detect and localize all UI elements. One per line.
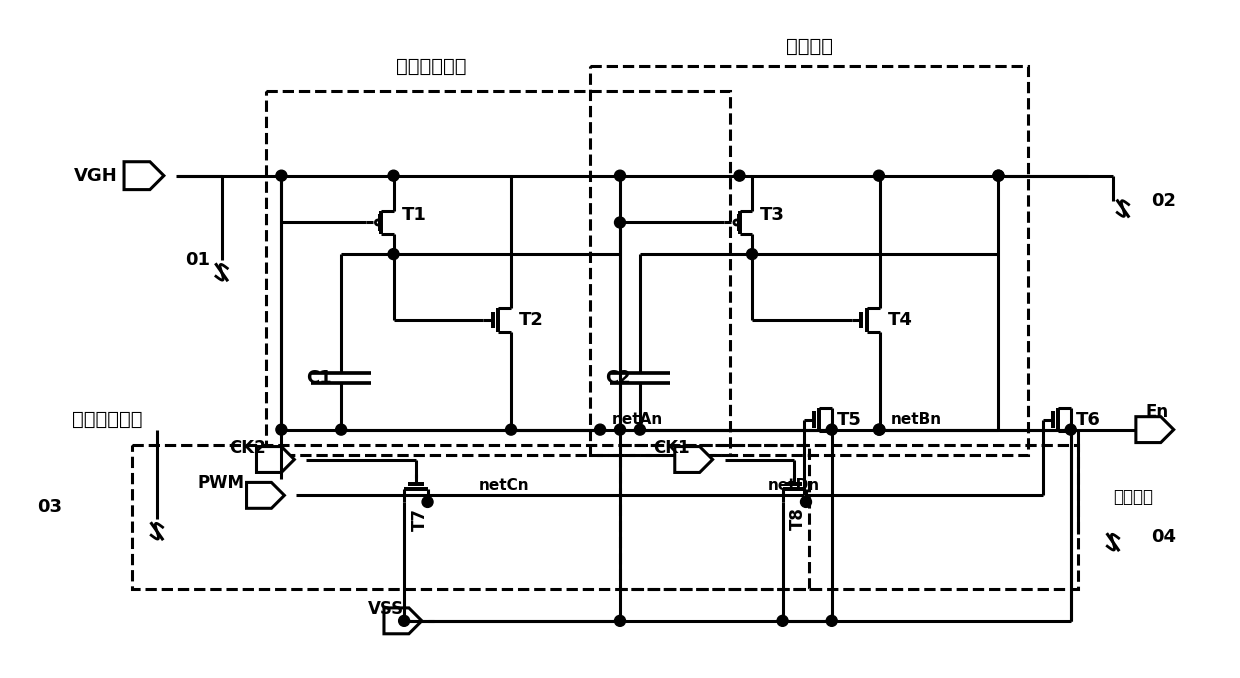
Circle shape <box>873 424 884 435</box>
Text: 下拉模块: 下拉模块 <box>1114 488 1153 506</box>
Text: VSS: VSS <box>368 600 404 618</box>
Circle shape <box>506 424 517 435</box>
Text: netBn: netBn <box>890 412 942 427</box>
Text: 04: 04 <box>1151 528 1176 546</box>
Circle shape <box>595 424 605 435</box>
Text: T6: T6 <box>1076 411 1101 428</box>
Polygon shape <box>257 447 294 473</box>
Text: T4: T4 <box>888 311 913 329</box>
Text: T5: T5 <box>837 411 862 428</box>
Text: 讯号控制模块: 讯号控制模块 <box>72 410 143 429</box>
Bar <box>267 91 729 454</box>
Polygon shape <box>384 608 422 634</box>
Text: T7: T7 <box>410 508 429 530</box>
Circle shape <box>1065 424 1076 435</box>
Circle shape <box>615 217 625 228</box>
Text: netAn: netAn <box>613 412 663 427</box>
Circle shape <box>993 170 1004 181</box>
Text: T2: T2 <box>520 311 544 329</box>
Text: CK1: CK1 <box>653 439 689 456</box>
Text: CK2: CK2 <box>229 439 267 456</box>
Text: 上拉模块: 上拉模块 <box>786 37 833 56</box>
Circle shape <box>734 170 745 181</box>
Text: VGH: VGH <box>74 167 118 184</box>
Circle shape <box>777 616 789 626</box>
Text: En: En <box>1146 403 1169 421</box>
Circle shape <box>336 424 347 435</box>
Text: T1: T1 <box>402 205 427 224</box>
Circle shape <box>615 424 625 435</box>
Text: 03: 03 <box>37 498 62 517</box>
Circle shape <box>826 424 837 435</box>
Circle shape <box>801 496 811 507</box>
Polygon shape <box>675 447 713 473</box>
Circle shape <box>615 616 625 626</box>
Circle shape <box>615 170 625 181</box>
Circle shape <box>826 616 837 626</box>
Polygon shape <box>247 483 284 508</box>
Polygon shape <box>124 162 164 190</box>
Circle shape <box>635 424 645 435</box>
Circle shape <box>277 170 286 181</box>
Circle shape <box>398 616 409 626</box>
Text: 02: 02 <box>1151 192 1176 210</box>
Circle shape <box>422 496 433 507</box>
Text: C1: C1 <box>306 369 332 387</box>
Text: T8: T8 <box>790 508 807 530</box>
Circle shape <box>388 170 399 181</box>
Circle shape <box>993 170 1004 181</box>
Text: 上拉控制模块: 上拉控制模块 <box>396 57 466 76</box>
Text: PWM: PWM <box>197 475 244 492</box>
Text: netDn: netDn <box>768 478 820 493</box>
Bar <box>590 66 1028 454</box>
Text: 01: 01 <box>185 252 210 269</box>
Bar <box>131 445 810 589</box>
Circle shape <box>874 424 885 435</box>
Text: netCn: netCn <box>479 478 529 493</box>
Text: T3: T3 <box>760 205 785 224</box>
Circle shape <box>746 249 758 260</box>
Circle shape <box>388 249 399 260</box>
Circle shape <box>873 170 884 181</box>
Text: C2: C2 <box>605 369 631 387</box>
Bar <box>620 445 1078 589</box>
Circle shape <box>277 424 286 435</box>
Polygon shape <box>1136 417 1174 443</box>
